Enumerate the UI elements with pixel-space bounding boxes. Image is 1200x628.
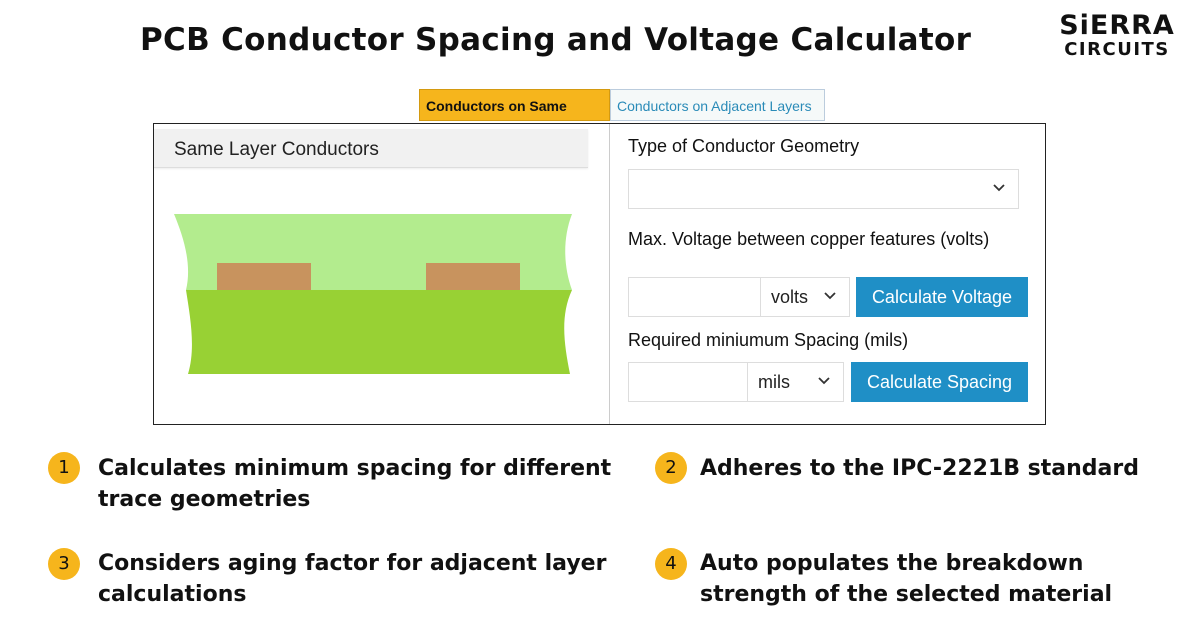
voltage-unit-select[interactable]: volts bbox=[761, 277, 850, 317]
spacing-unit-value: mils bbox=[758, 372, 790, 392]
logo: SiERRA CIRCUITS bbox=[1046, 12, 1188, 60]
feature-text: Auto populates the breakdown strength of… bbox=[700, 551, 1113, 607]
pcb-cross-section-illustration bbox=[174, 214, 572, 374]
voltage-label: Max. Voltage between copper features (vo… bbox=[628, 229, 990, 249]
left-panel-title: Same Layer Conductors bbox=[174, 139, 379, 160]
feature-number-badge: 2 bbox=[655, 452, 687, 484]
logo-line-1: SiERRA bbox=[1059, 10, 1175, 41]
chevron-down-icon bbox=[817, 374, 831, 391]
chevron-down-icon bbox=[992, 181, 1006, 198]
pcb-lower-layer bbox=[186, 290, 572, 374]
tab-adjacent-layers[interactable]: Conductors on Adjacent Layers bbox=[610, 89, 825, 121]
copper-trace-left bbox=[217, 263, 311, 290]
feature-number-badge: 1 bbox=[48, 452, 80, 484]
copper-trace-right bbox=[426, 263, 520, 290]
left-panel-header: Same Layer Conductors bbox=[154, 129, 588, 168]
feature-number-badge: 4 bbox=[655, 548, 687, 580]
voltage-unit-value: volts bbox=[771, 287, 809, 307]
geometry-select[interactable] bbox=[628, 169, 1019, 209]
panel-divider bbox=[609, 124, 610, 424]
spacing-label: Required miniumum Spacing (mils) bbox=[628, 330, 909, 350]
spacing-unit-select[interactable]: mils bbox=[748, 362, 844, 402]
feature-number-badge: 3 bbox=[48, 548, 80, 580]
calculate-voltage-button[interactable]: Calculate Voltage bbox=[856, 277, 1028, 317]
logo-line-2: CIRCUITS bbox=[1064, 39, 1170, 60]
calculate-spacing-button[interactable]: Calculate Spacing bbox=[851, 362, 1028, 402]
geometry-label: Type of Conductor Geometry bbox=[628, 136, 860, 156]
calculator-panel: Same Layer Conductors Type of Conductor … bbox=[153, 123, 1046, 425]
tab-same-layer[interactable]: Conductors on Same Layer bbox=[419, 89, 610, 146]
spacing-input[interactable] bbox=[628, 362, 748, 402]
feature-text: Considers aging factor for adjacent laye… bbox=[98, 551, 607, 607]
feature-text: Calculates minimum spacing for different… bbox=[98, 456, 612, 512]
page-title: PCB Conductor Spacing and Voltage Calcul… bbox=[140, 22, 972, 58]
feature-text: Adheres to the IPC-2221B standard bbox=[700, 456, 1139, 481]
voltage-input[interactable] bbox=[628, 277, 761, 317]
chevron-down-icon bbox=[823, 289, 837, 306]
